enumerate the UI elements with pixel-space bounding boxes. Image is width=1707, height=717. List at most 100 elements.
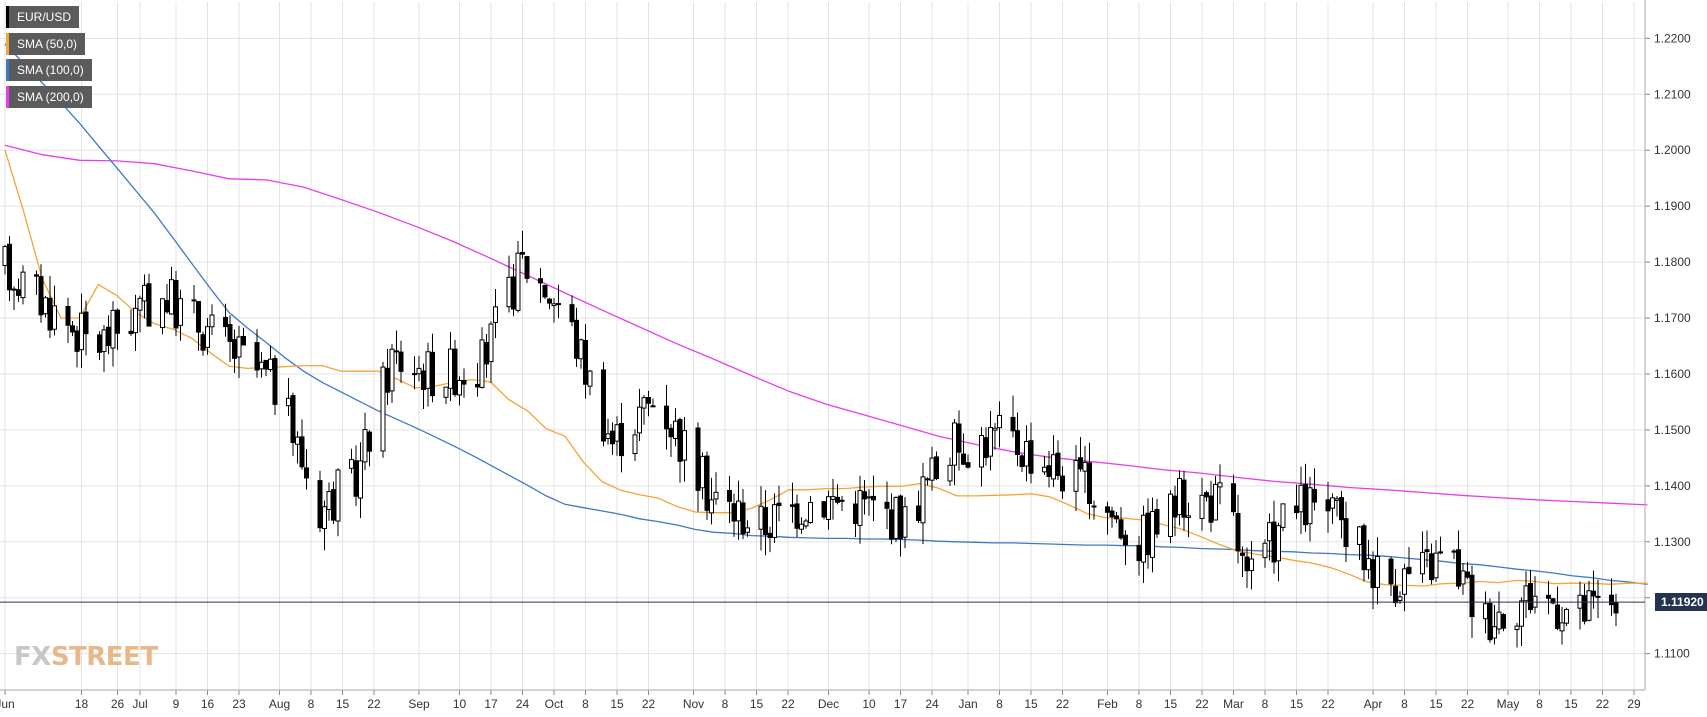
candle-body <box>137 297 143 311</box>
legend-label: EUR/USD <box>9 6 80 28</box>
candle <box>1406 546 1412 575</box>
candle-body <box>164 300 170 313</box>
x-tick-label: 15 <box>610 697 624 711</box>
candle-body <box>34 274 39 277</box>
candle <box>1555 586 1560 631</box>
candle-body <box>992 427 998 431</box>
candle <box>1060 466 1065 499</box>
candle <box>1231 474 1236 516</box>
candle-body <box>1339 497 1344 521</box>
x-tick-label: 10 <box>453 697 467 711</box>
candle-body <box>142 284 147 302</box>
legend-item-sma-50[interactable]: SMA (50,0) <box>6 33 86 55</box>
candles <box>2 230 1619 648</box>
candle-body <box>133 307 138 334</box>
candle <box>38 264 44 323</box>
candle-body <box>1024 440 1029 467</box>
candle-body <box>866 496 872 499</box>
candle-body <box>857 490 863 526</box>
candle-body <box>1141 514 1146 563</box>
candle <box>133 294 138 351</box>
x-tick-label: 18 <box>75 697 89 711</box>
x-tick-label: Jan <box>958 697 977 711</box>
candle <box>398 340 404 383</box>
candle <box>205 317 210 355</box>
candle-body <box>1123 534 1128 546</box>
candle <box>1492 605 1497 645</box>
candle <box>1586 581 1592 622</box>
candle <box>961 433 966 465</box>
candle <box>115 308 120 350</box>
candle <box>394 330 399 365</box>
candle-body <box>65 306 71 326</box>
legend-item-eurusd[interactable]: EUR/USD <box>6 6 80 28</box>
candle-body <box>1420 551 1425 575</box>
candle-body <box>1523 585 1529 602</box>
candle-body <box>650 405 656 408</box>
x-tick-label: 24 <box>516 697 530 711</box>
candle <box>1118 507 1124 540</box>
candle-body <box>430 351 435 397</box>
candle-body <box>763 507 768 536</box>
candle-body <box>20 271 26 299</box>
candle-body <box>767 532 773 539</box>
candle <box>178 289 183 341</box>
candle <box>646 390 651 417</box>
candle-body <box>11 288 17 291</box>
legend-item-sma-100[interactable]: SMA (100,0) <box>6 59 92 81</box>
candle <box>1091 500 1097 520</box>
candle-body <box>128 330 134 335</box>
x-tick-label: 15 <box>750 697 764 711</box>
x-tick-label: 8 <box>582 697 589 711</box>
candle <box>34 270 39 295</box>
candle <box>547 297 552 310</box>
candle <box>862 479 867 515</box>
candle-body <box>1312 488 1317 503</box>
candle-body <box>1298 484 1304 513</box>
candle-body <box>1294 505 1299 514</box>
x-tick-label: 22 <box>1321 697 1335 711</box>
candle <box>884 481 890 530</box>
candle <box>1114 511 1119 524</box>
candle-body <box>934 456 939 480</box>
candle-body <box>115 309 120 334</box>
candle-body <box>997 414 1002 429</box>
candle <box>1330 493 1335 524</box>
candle <box>704 451 710 520</box>
candle-body <box>745 527 750 533</box>
candle-body <box>713 491 719 500</box>
candle-body <box>236 336 242 358</box>
candle-body <box>7 243 12 291</box>
candle-body <box>335 469 341 522</box>
candle-body <box>520 251 525 255</box>
candle-body <box>515 252 521 311</box>
candle <box>1240 546 1245 578</box>
candle <box>1199 477 1205 531</box>
candle-body <box>47 297 53 331</box>
candle <box>83 300 89 356</box>
candle-body <box>97 334 102 353</box>
y-tick-label: 1.1600 <box>1654 367 1691 381</box>
candle-body <box>803 520 809 527</box>
candle-body <box>272 358 278 405</box>
candle-body <box>1483 603 1488 620</box>
candle-body <box>1370 559 1376 589</box>
candle <box>1307 476 1313 542</box>
candle-body <box>1199 494 1205 519</box>
y-tick-label: 1.2100 <box>1654 87 1691 101</box>
candle <box>799 517 804 534</box>
candle-body <box>637 406 642 434</box>
candle <box>1487 598 1493 643</box>
candle-body <box>1595 595 1601 598</box>
candle-body <box>839 499 845 502</box>
candle-body <box>619 423 624 457</box>
candle-body <box>1208 495 1214 523</box>
candle-body <box>317 480 323 529</box>
candle-body <box>299 436 305 468</box>
candle <box>740 488 746 540</box>
candle-body <box>853 503 858 524</box>
legend-item-sma-200[interactable]: SMA (200,0) <box>6 86 92 108</box>
candle-body <box>254 342 260 371</box>
